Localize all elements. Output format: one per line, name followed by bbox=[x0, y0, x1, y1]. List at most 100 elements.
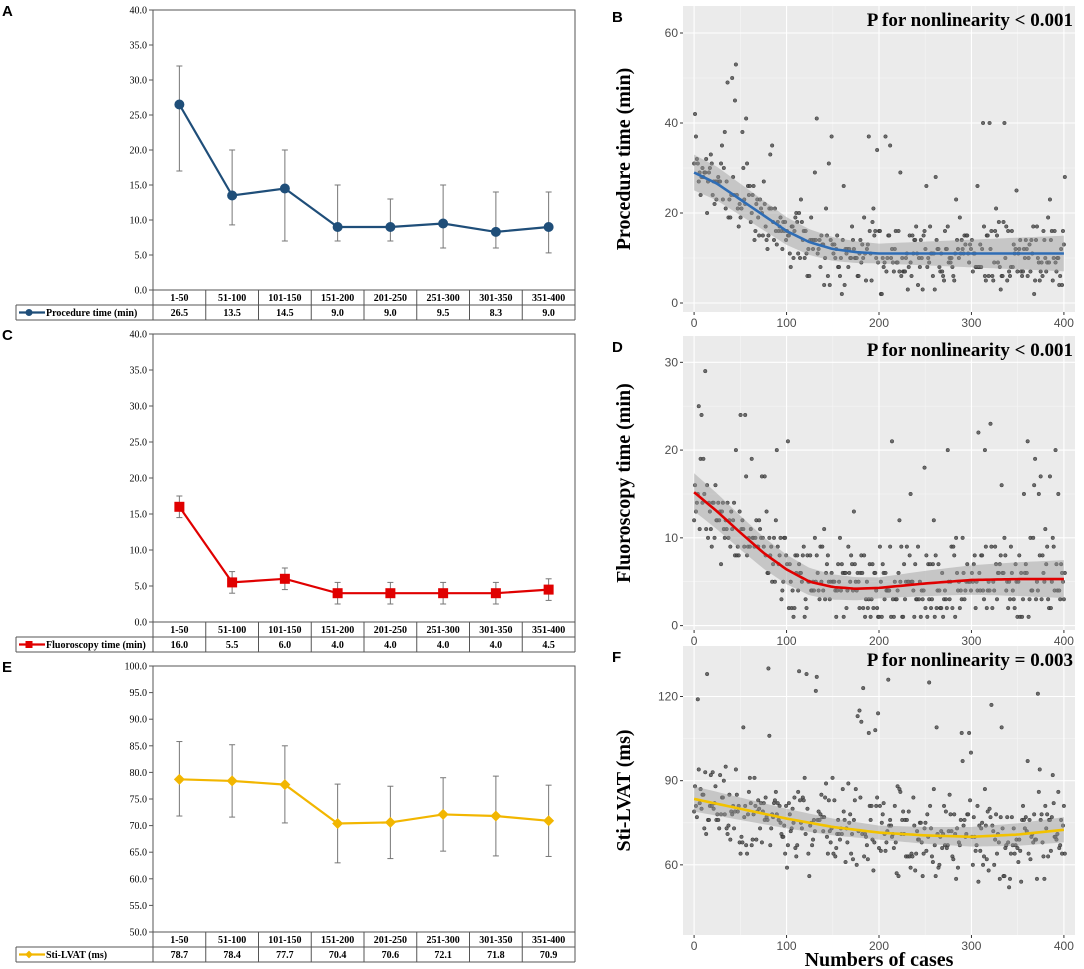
scatter-point bbox=[981, 120, 986, 125]
scatter-point bbox=[740, 840, 745, 845]
scatter-point bbox=[1056, 789, 1061, 794]
y-tick-label: 10.0 bbox=[130, 546, 148, 557]
scatter-point bbox=[924, 848, 929, 853]
scatter-point bbox=[694, 500, 699, 505]
scatter-point bbox=[733, 448, 738, 453]
smooth-line bbox=[693, 171, 1064, 255]
scatter-point bbox=[1034, 837, 1039, 842]
scatter-point bbox=[899, 544, 904, 549]
scatter-point bbox=[1002, 874, 1007, 879]
scatter-point bbox=[1040, 840, 1045, 845]
scatter-point bbox=[895, 260, 900, 265]
scatter-point bbox=[1032, 292, 1037, 297]
scatter-point bbox=[798, 197, 803, 202]
scatter-point bbox=[803, 228, 808, 233]
scatter-point bbox=[1035, 256, 1040, 261]
scatter-point bbox=[970, 269, 975, 274]
scatter-point bbox=[929, 597, 934, 602]
scatter-point bbox=[871, 206, 876, 211]
scatter-point bbox=[861, 686, 866, 691]
scatter-point bbox=[771, 562, 776, 567]
scatter-point bbox=[713, 483, 718, 488]
scatter-point bbox=[947, 597, 952, 602]
scatter-point bbox=[749, 843, 754, 848]
scatter-point bbox=[1021, 803, 1026, 808]
scatter-point bbox=[733, 62, 738, 67]
scatter-point bbox=[880, 812, 885, 817]
scatter-point bbox=[706, 535, 711, 540]
scatter-point bbox=[939, 606, 944, 611]
scatter-point bbox=[895, 784, 900, 789]
scatter-point bbox=[796, 251, 801, 256]
scatter-point bbox=[840, 237, 845, 242]
scatter-point bbox=[824, 562, 829, 567]
scatter-point bbox=[982, 448, 987, 453]
scatter-point bbox=[897, 518, 902, 523]
scatter-point bbox=[891, 614, 896, 619]
scatter-point bbox=[1014, 188, 1019, 193]
scatter-point bbox=[1046, 854, 1051, 859]
scatter-point bbox=[731, 518, 736, 523]
scatter-point bbox=[1053, 260, 1058, 265]
scatter-point bbox=[785, 865, 790, 870]
scatter-point bbox=[998, 815, 1003, 820]
scatter-point bbox=[919, 840, 924, 845]
scatter-point bbox=[1017, 553, 1022, 558]
scatter-point bbox=[1061, 803, 1066, 808]
scatter-point bbox=[1044, 826, 1049, 831]
scatter-point bbox=[920, 597, 925, 602]
table-value: 72.1 bbox=[434, 950, 452, 961]
scatter-point bbox=[905, 287, 910, 292]
scatter-point bbox=[848, 579, 853, 584]
scatter-point bbox=[837, 837, 842, 842]
scatter-point bbox=[921, 233, 926, 238]
scatter-point bbox=[979, 826, 984, 831]
scatter-point bbox=[910, 233, 915, 238]
scatter-point bbox=[1008, 544, 1013, 549]
scatter-point bbox=[989, 228, 994, 233]
scatter-point bbox=[693, 784, 698, 789]
annotation: P for nonlinearity < 0.001 bbox=[867, 10, 1073, 31]
scatter-point bbox=[898, 789, 903, 794]
data-point bbox=[385, 222, 396, 232]
scatter-point bbox=[862, 215, 867, 220]
scatter-point bbox=[828, 840, 833, 845]
scatter-point bbox=[860, 570, 865, 575]
scatter-point bbox=[787, 251, 792, 256]
scatter-point bbox=[941, 274, 946, 279]
scatter-point bbox=[973, 848, 978, 853]
scatter-point bbox=[732, 500, 737, 505]
scatter-point bbox=[994, 851, 999, 856]
scatter-point bbox=[1051, 801, 1056, 806]
scatter-point bbox=[812, 535, 817, 540]
scatter-point bbox=[871, 868, 876, 873]
scatter-point bbox=[746, 789, 751, 794]
scatter-point bbox=[799, 219, 804, 224]
scatter-point bbox=[1025, 439, 1030, 444]
scatter-point bbox=[702, 826, 707, 831]
scatter-point bbox=[841, 183, 846, 188]
scatter-point bbox=[786, 233, 791, 238]
panel-letter: D bbox=[612, 339, 623, 356]
scatter-point bbox=[952, 812, 957, 817]
scatter-point bbox=[911, 795, 916, 800]
data-point bbox=[332, 222, 343, 232]
scatter-point bbox=[1032, 812, 1037, 817]
scatter-point bbox=[874, 256, 879, 261]
scatter-point bbox=[724, 179, 729, 184]
scatter-point bbox=[1029, 237, 1034, 242]
category-label: 1-50 bbox=[170, 293, 188, 304]
scatter-point bbox=[933, 874, 938, 879]
scatter-point bbox=[863, 614, 868, 619]
scatter-point bbox=[783, 535, 788, 540]
scatter-point bbox=[775, 801, 780, 806]
scatter-point bbox=[957, 606, 962, 611]
scatter-point bbox=[826, 798, 831, 803]
scatter-point bbox=[1037, 767, 1042, 772]
scatter-point bbox=[696, 404, 701, 409]
scatter-point bbox=[950, 606, 955, 611]
scatter-point bbox=[1046, 215, 1051, 220]
scatter-point bbox=[710, 770, 715, 775]
scatter-point bbox=[774, 448, 779, 453]
scatter-point bbox=[842, 817, 847, 822]
